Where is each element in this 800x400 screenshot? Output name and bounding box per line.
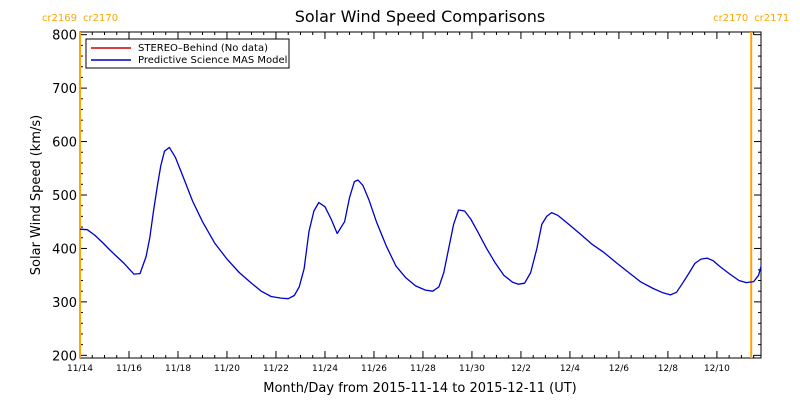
carrington-label-right: cr2170	[83, 13, 118, 24]
legend-entry-stereo: STEREO–Behind (No data)	[138, 43, 268, 54]
carrington-markers: cr2169 cr2170 cr2170 cr2171	[42, 13, 789, 358]
x-tick-label: 11/30	[459, 364, 485, 374]
x-tick-label: 12/2	[511, 364, 531, 374]
legend: STEREO–Behind (No data) Predictive Scien…	[85, 38, 290, 69]
x-tick-label: 11/16	[116, 364, 142, 374]
y-tick-label: 400	[52, 242, 77, 257]
legend-box	[85, 38, 290, 69]
y-tick-label: 500	[52, 189, 77, 204]
x-tick-label: 11/26	[361, 364, 387, 374]
y-tick-label: 800	[52, 29, 77, 44]
x-tick-label: 11/14	[67, 364, 93, 374]
x-tick-label: 11/20	[214, 364, 240, 374]
x-tick-label: 12/8	[658, 364, 678, 374]
plot-frame	[79, 31, 762, 359]
x-tick-label: 12/6	[609, 364, 629, 374]
carrington-label-right: cr2171	[754, 13, 789, 24]
x-axis-label: Month/Day from 2015-11-14 to 2015-12-11 …	[263, 381, 576, 396]
x-tick-label: 11/22	[263, 364, 289, 374]
y-tick-label: 600	[52, 136, 77, 151]
legend-entry-mas: Predictive Science MAS Model	[138, 55, 287, 66]
y-tick-label: 700	[52, 82, 77, 97]
y-tick-label: 200	[52, 349, 77, 364]
carrington-label-left: cr2170	[713, 13, 748, 24]
chart-title: Solar Wind Speed Comparisons	[295, 7, 546, 26]
x-tick-label: 11/18	[165, 364, 191, 374]
x-tick-label: 11/24	[312, 364, 338, 374]
y-tick-label: 300	[52, 296, 77, 311]
y-axis-label: Solar Wind Speed (km/s)	[29, 115, 44, 275]
series-lines	[79, 146, 762, 300]
x-tick-label: 12/10	[704, 364, 730, 374]
axis-ticks: 200 300 400 500 600 700 800 11/14 11/16 11/18 11/2…	[52, 29, 761, 374]
x-tick-label: 12/4	[560, 364, 580, 374]
series-line-1	[79, 146, 762, 300]
carrington-label-left: cr2169	[42, 13, 77, 24]
x-tick-label: 11/28	[410, 364, 436, 374]
